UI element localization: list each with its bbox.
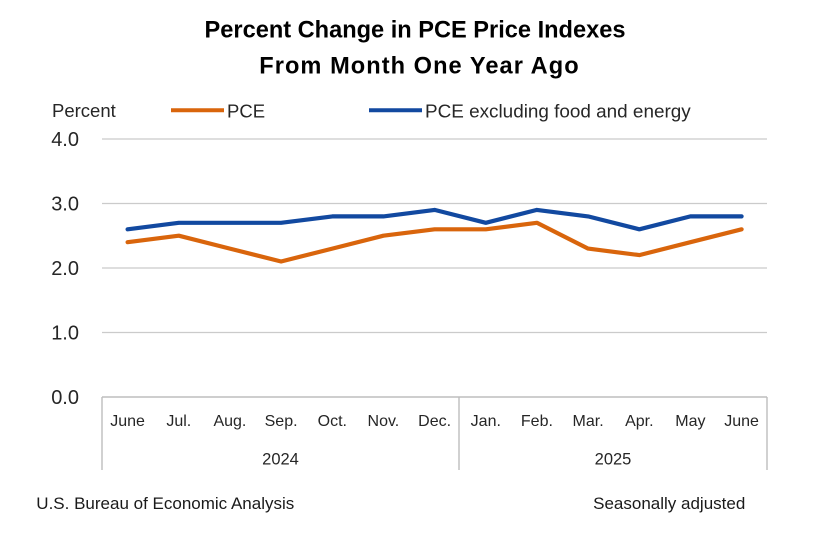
svg-text:Nov.: Nov. xyxy=(368,413,400,430)
svg-text:4.0: 4.0 xyxy=(51,129,79,151)
svg-text:2025: 2025 xyxy=(595,451,632,469)
svg-text:From Month One Year Ago: From Month One Year Ago xyxy=(259,53,579,79)
svg-text:Jul.: Jul. xyxy=(166,413,191,430)
svg-text:Aug.: Aug. xyxy=(213,413,246,430)
svg-text:May: May xyxy=(675,413,705,430)
svg-text:Jan.: Jan. xyxy=(471,413,501,430)
svg-text:Mar.: Mar. xyxy=(573,413,604,430)
svg-text:2.0: 2.0 xyxy=(51,258,79,280)
svg-text:2024: 2024 xyxy=(262,451,299,469)
svg-text:Percent: Percent xyxy=(52,100,116,121)
svg-text:Feb.: Feb. xyxy=(521,413,553,430)
svg-text:June: June xyxy=(110,413,145,430)
svg-text:Oct.: Oct. xyxy=(318,413,347,430)
svg-text:0.0: 0.0 xyxy=(51,387,79,409)
svg-text:Dec.: Dec. xyxy=(418,413,451,430)
svg-text:Apr.: Apr. xyxy=(625,413,653,430)
svg-text:Sep.: Sep. xyxy=(265,413,298,430)
svg-text:3.0: 3.0 xyxy=(51,193,79,215)
svg-text:1.0: 1.0 xyxy=(51,322,79,344)
svg-text:June: June xyxy=(724,413,759,430)
svg-text:PCE excluding food and energy: PCE excluding food and energy xyxy=(425,101,691,122)
svg-text:Percent Change in PCE Price In: Percent Change in PCE Price Indexes xyxy=(205,18,626,44)
svg-text:PCE: PCE xyxy=(227,100,265,121)
svg-text:U.S. Bureau of Economic Analys: U.S. Bureau of Economic Analysis xyxy=(36,494,294,513)
svg-text:Seasonally adjusted: Seasonally adjusted xyxy=(593,494,745,513)
